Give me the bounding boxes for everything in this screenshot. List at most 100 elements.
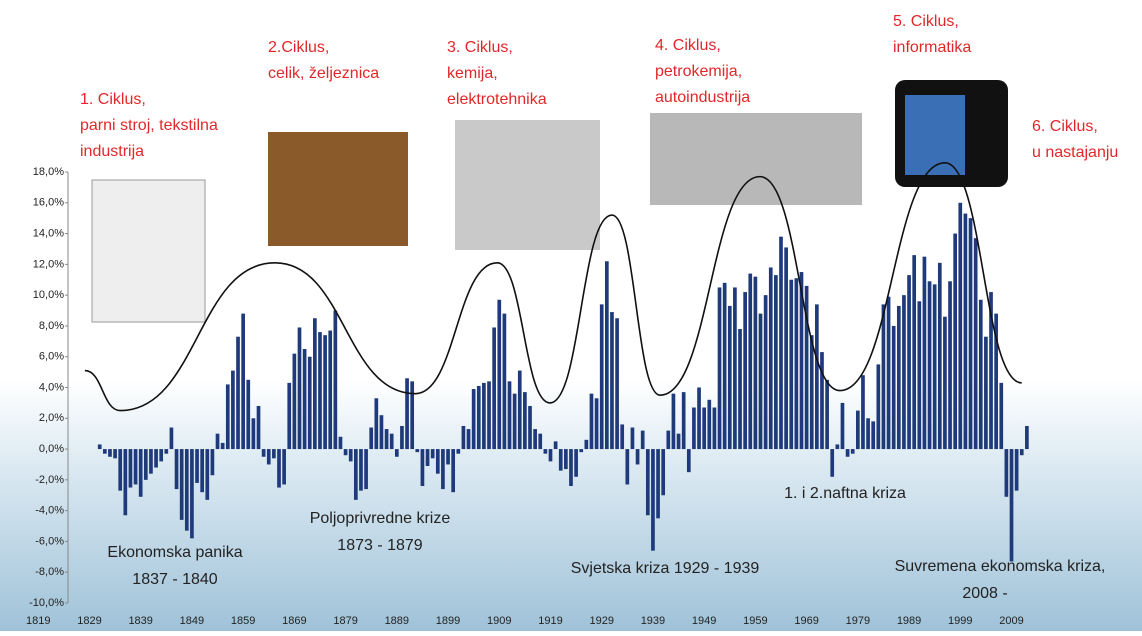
bar: [718, 287, 722, 449]
bar: [441, 449, 445, 489]
bar: [605, 261, 609, 449]
bar: [1005, 449, 1009, 497]
bar: [610, 312, 614, 449]
bar: [108, 449, 112, 457]
cycle-label: elektrotehnika: [447, 91, 547, 108]
x-tick-label: 2009: [999, 615, 1023, 627]
bar: [426, 449, 430, 466]
bar: [953, 234, 957, 449]
bar: [677, 434, 681, 449]
bar: [318, 332, 322, 449]
bar: [487, 381, 491, 449]
bar: [477, 386, 481, 449]
x-tick-label: 1859: [231, 615, 255, 627]
bar: [380, 415, 384, 449]
bar: [113, 449, 117, 458]
x-tick-label: 1849: [180, 615, 204, 627]
generator-image: [455, 120, 600, 250]
bar: [195, 449, 199, 483]
x-tick-label: 1879: [333, 615, 357, 627]
bar: [339, 437, 343, 449]
bar: [180, 449, 184, 520]
bar: [544, 449, 548, 454]
bar: [231, 371, 235, 450]
bar: [513, 394, 517, 449]
bar: [810, 335, 814, 449]
bar: [175, 449, 179, 489]
cycle-label: petrokemija,: [655, 63, 742, 80]
y-tick-label: -8,0%: [35, 566, 64, 578]
bar: [226, 384, 230, 449]
y-tick-label: -6,0%: [35, 535, 64, 547]
bar: [687, 449, 691, 472]
bar: [764, 295, 768, 449]
bar: [303, 349, 307, 449]
bar: [784, 247, 788, 449]
bar: [374, 398, 378, 449]
bar: [451, 449, 455, 492]
bar: [774, 275, 778, 449]
bar: [600, 304, 604, 449]
bar: [672, 394, 676, 449]
bar: [851, 449, 855, 454]
bar: [892, 326, 896, 449]
airplane-image: [650, 113, 862, 205]
bar: [958, 203, 962, 449]
bar: [334, 311, 338, 450]
bar: [815, 304, 819, 449]
bar: [185, 449, 189, 531]
bar: [236, 337, 240, 449]
bar: [390, 434, 394, 449]
cycle-label: 3. Ciklus,: [447, 39, 513, 56]
bar: [497, 300, 501, 449]
bar: [431, 449, 435, 458]
bar: [912, 255, 916, 449]
bar: [759, 314, 763, 449]
crisis-label: Svjetska kriza 1929 - 1939: [571, 560, 760, 577]
bar: [523, 392, 527, 449]
bar: [533, 429, 537, 449]
y-tick-label: 0,0%: [39, 443, 64, 455]
x-tick-label: 1929: [589, 615, 613, 627]
bar: [134, 449, 138, 484]
y-tick-label: -2,0%: [35, 474, 64, 486]
bar: [620, 424, 624, 449]
bar: [252, 418, 256, 449]
bar: [902, 295, 906, 449]
cycle-label: 4. Ciklus,: [655, 37, 721, 54]
bar: [554, 441, 558, 449]
bar: [1010, 449, 1014, 561]
bar: [159, 449, 163, 461]
x-tick-label: 1829: [77, 615, 101, 627]
bar: [841, 403, 845, 449]
x-tick-label: 1999: [948, 615, 972, 627]
y-tick-label: -4,0%: [35, 505, 64, 517]
bar: [385, 429, 389, 449]
cycle-label: 5. Ciklus,: [893, 13, 959, 30]
x-tick-label: 1969: [794, 615, 818, 627]
cycle-label: industrija: [80, 143, 144, 160]
bar: [354, 449, 358, 500]
cycle-label: 1. Ciklus,: [80, 91, 146, 108]
bar: [1015, 449, 1019, 491]
bar: [754, 277, 758, 449]
bar: [574, 449, 578, 477]
bar: [943, 317, 947, 449]
bar: [897, 306, 901, 449]
bar: [830, 449, 834, 477]
cycle-label: u nastajanju: [1032, 144, 1118, 161]
bar: [887, 297, 891, 449]
bar: [789, 280, 793, 449]
bar: [308, 357, 312, 449]
chart: -10,0%-8,0%-6,0%-4,0%-2,0%0,0%2,0%4,0%6,…: [0, 0, 1142, 631]
bar: [923, 257, 927, 449]
bar: [241, 314, 245, 449]
bar: [595, 398, 599, 449]
bar: [795, 278, 799, 449]
bar: [656, 449, 660, 518]
bar: [257, 406, 261, 449]
bar: [216, 434, 220, 449]
bar: [882, 304, 886, 449]
bar: [682, 392, 686, 449]
bar: [503, 314, 507, 449]
